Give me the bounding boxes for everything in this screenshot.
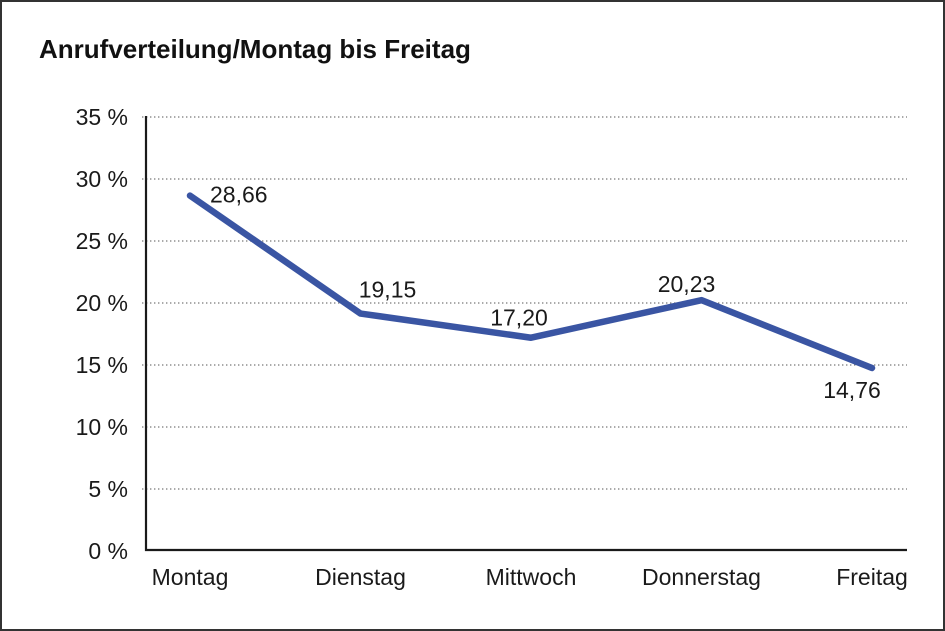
x-axis-label: Montag — [152, 564, 229, 590]
data-point-label: 20,23 — [658, 271, 716, 297]
axis-line — [144, 116, 907, 552]
data-point-label: 28,66 — [210, 182, 268, 208]
chart-title: Anrufverteilung/Montag bis Freitag — [39, 34, 471, 64]
y-tick-label: 15 % — [76, 352, 128, 378]
y-tick-label: 30 % — [76, 166, 128, 192]
x-axis-label: Freitag — [836, 564, 908, 590]
x-axis-label: Dienstag — [315, 564, 406, 590]
y-tick-label: 0 % — [88, 538, 128, 564]
y-tick-label: 5 % — [88, 476, 128, 502]
y-tick-label: 25 % — [76, 228, 128, 254]
data-point-label: 19,15 — [359, 277, 417, 303]
x-axis-label: Donnerstag — [642, 564, 761, 590]
y-tick-label: 35 % — [76, 104, 128, 130]
data-series-line — [186, 192, 876, 372]
x-axis-label: Mittwoch — [486, 564, 577, 590]
data-point-label: 17,20 — [490, 305, 548, 331]
y-tick-label: 20 % — [76, 290, 128, 316]
data-point-label: 14,76 — [823, 377, 881, 403]
y-tick-label: 10 % — [76, 414, 128, 440]
